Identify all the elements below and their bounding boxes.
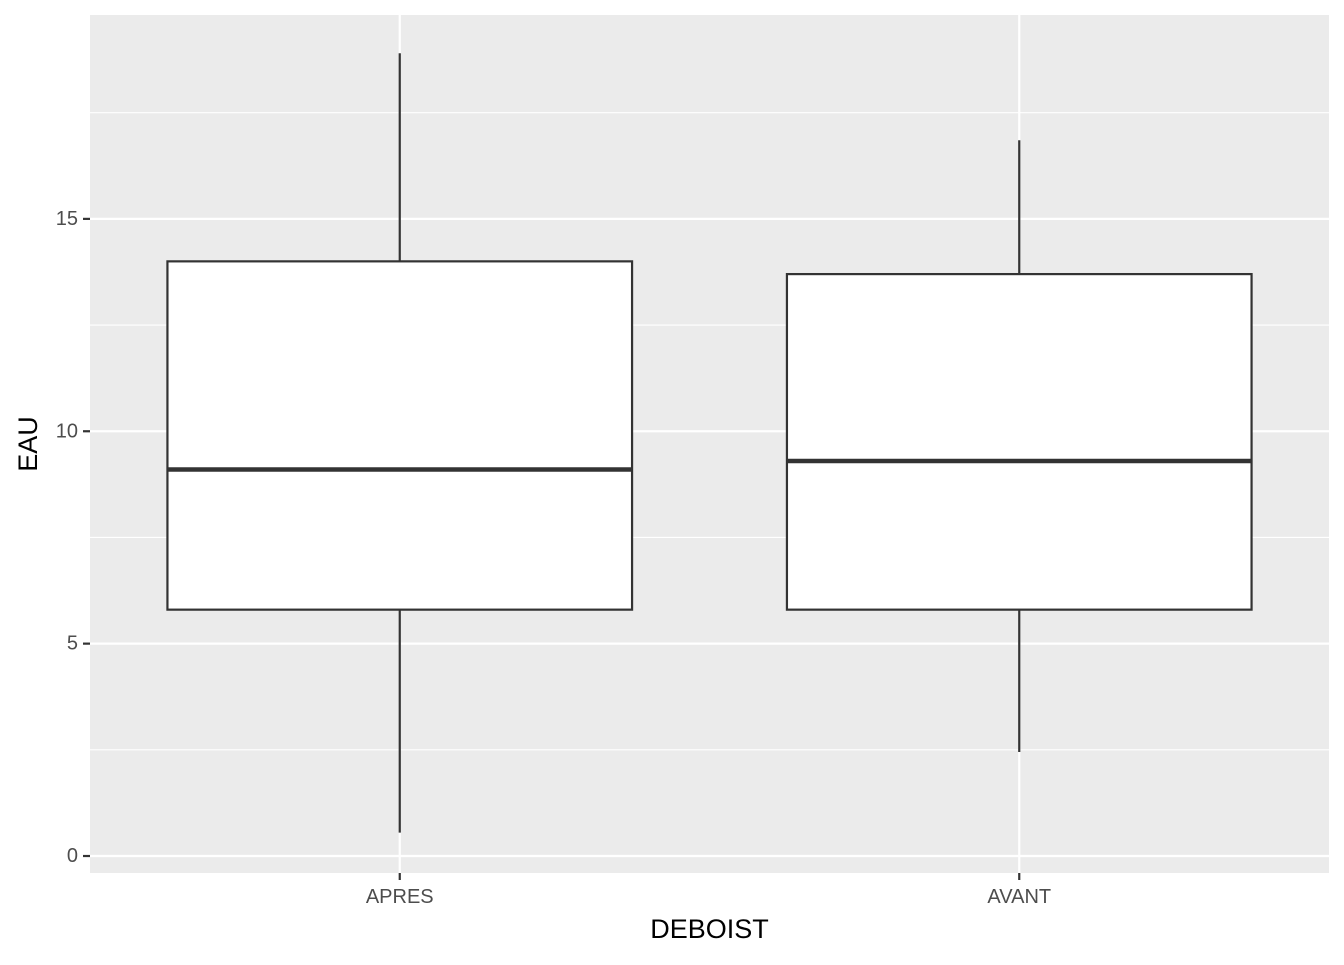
- y-tick-label: 10: [56, 420, 78, 442]
- y-tick-label: 5: [67, 633, 78, 655]
- x-axis: APRES AVANT: [366, 873, 1051, 908]
- x-axis-title: DEBOIST: [650, 914, 769, 944]
- x-tick-label: APRES: [366, 886, 434, 908]
- x-tick-label: AVANT: [987, 886, 1051, 908]
- box-avant: [785, 140, 1253, 752]
- box-series: [166, 53, 1253, 833]
- y-axis: 0 5 10 15: [56, 208, 90, 867]
- box-iqr: [166, 260, 634, 611]
- y-tick-label: 15: [56, 208, 78, 230]
- box-iqr: [785, 272, 1253, 611]
- y-tick-label: 0: [67, 845, 78, 867]
- y-axis-title: EAU: [13, 416, 43, 472]
- box-apres: [166, 53, 634, 833]
